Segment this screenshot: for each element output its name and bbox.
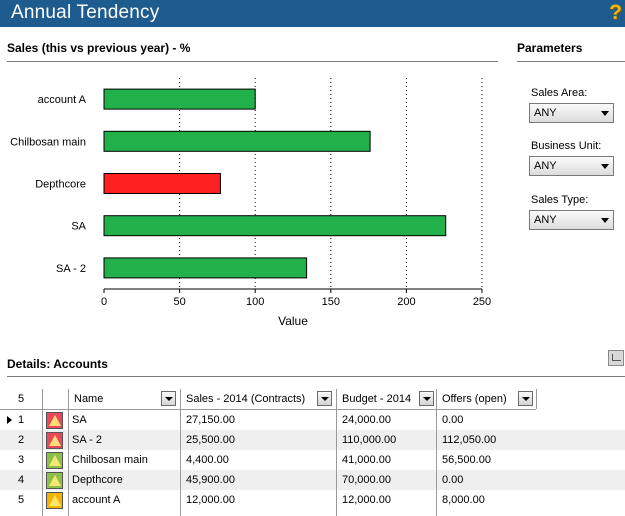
table-row[interactable]: 3 Chilbosan main 4,400.00 41,000.00 56,500.0… <box>0 450 625 470</box>
column-header-sales[interactable]: Sales - 2014 (Contracts) <box>186 393 306 405</box>
sales-area-select[interactable]: ANY <box>529 103 614 123</box>
cell-name[interactable]: SA <box>72 414 87 426</box>
bar <box>103 215 447 237</box>
x-tick-label: 0 <box>101 296 107 308</box>
category-label: Chilbosan main <box>10 136 86 148</box>
cell-budget[interactable]: 70,000.00 <box>342 474 391 486</box>
warning-green-icon <box>46 452 63 469</box>
column-header-budget[interactable]: Budget - 2014 <box>342 393 412 405</box>
column-divider <box>180 389 181 516</box>
warning-red-icon <box>46 412 63 429</box>
category-label: SA <box>71 221 86 233</box>
budget-filter-button[interactable] <box>419 391 434 406</box>
bar <box>103 88 256 110</box>
sales-bar-chart: account A Chilbosan main Depthcore SA SA - 2… <box>10 78 491 328</box>
offers-filter-button[interactable] <box>518 391 533 406</box>
cell-name[interactable]: Depthcore <box>72 474 123 486</box>
window-title: Annual Tendency <box>11 2 160 23</box>
column-divider <box>336 389 337 516</box>
chevron-down-icon <box>601 111 609 116</box>
row-number: 1 <box>18 414 25 426</box>
parameters-divider <box>517 61 625 62</box>
business-unit-select[interactable]: ANY <box>529 156 614 176</box>
cell-budget[interactable]: 41,000.00 <box>342 454 391 466</box>
cell-sales[interactable]: 27,150.00 <box>186 414 235 426</box>
chevron-down-icon <box>601 218 609 223</box>
bar <box>103 173 221 194</box>
table-row[interactable]: 4 Depthcore 45,900.00 70,000.00 0.00 <box>0 470 625 490</box>
chart-section-title: Sales (this vs previous year) - % <box>7 41 191 55</box>
warning-yellow-icon <box>46 492 63 509</box>
cell-budget[interactable]: 110,000.00 <box>342 434 397 446</box>
warning-red-icon <box>46 432 63 449</box>
cell-sales[interactable]: 4,400.00 <box>186 454 229 466</box>
cell-name[interactable]: Chilbosan main <box>72 454 148 466</box>
x-tick-label: 250 <box>473 296 491 308</box>
category-label: Depthcore <box>35 179 86 191</box>
details-title: Details: Accounts <box>7 357 108 371</box>
category-label: SA - 2 <box>56 263 86 275</box>
table-row[interactable]: 2 SA - 2 25,500.00 110,000.00 112,050.00 <box>0 430 625 450</box>
row-number: 5 <box>18 494 25 506</box>
sales-area-label: Sales Area: <box>531 87 588 99</box>
warning-green-icon <box>46 472 63 489</box>
column-divider <box>68 389 69 516</box>
details-divider <box>7 376 625 377</box>
column-divider <box>42 389 43 516</box>
grid-header-row: 5 Name Sales - 2014 (Contracts) Budget -… <box>0 389 625 409</box>
name-filter-button[interactable] <box>161 391 176 406</box>
column-header-offers[interactable]: Offers (open) <box>442 393 507 405</box>
sales-type-label: Sales Type: <box>531 194 589 206</box>
cell-offers[interactable]: 0.00 <box>442 474 464 486</box>
x-tick-label: 150 <box>322 296 340 308</box>
table-row[interactable]: 5 account A 12,000.00 12,000.00 8,000.00 <box>0 490 625 510</box>
bar <box>103 257 308 279</box>
export-icon[interactable] <box>608 350 624 366</box>
cell-name[interactable]: account A <box>72 494 121 506</box>
help-icon[interactable]: ? <box>609 1 622 24</box>
column-divider <box>436 389 437 516</box>
row-number: 2 <box>18 434 25 446</box>
x-tick-label: 200 <box>397 296 415 308</box>
cell-offers[interactable]: 112,050.00 <box>442 434 497 446</box>
row-number: 4 <box>18 474 25 486</box>
parameters-title: Parameters <box>517 41 583 55</box>
row-number: 3 <box>18 454 25 466</box>
cell-budget[interactable]: 24,000.00 <box>342 414 391 426</box>
cell-sales[interactable]: 45,900.00 <box>186 474 235 486</box>
x-tick-label: 100 <box>246 296 264 308</box>
cell-sales[interactable]: 12,000.00 <box>186 494 235 506</box>
column-divider <box>536 389 537 409</box>
current-row-pointer-icon <box>7 416 12 424</box>
table-row[interactable]: 1 SA 27,150.00 24,000.00 0.00 <box>0 410 625 430</box>
cell-offers[interactable]: 56,500.00 <box>442 454 491 466</box>
title-bar: Annual Tendency ? <box>0 0 625 27</box>
header-divider <box>0 409 536 410</box>
bar <box>103 130 371 152</box>
cell-sales[interactable]: 25,500.00 <box>186 434 235 446</box>
x-axis-label: Value <box>278 314 308 328</box>
sales-area-value: ANY <box>534 107 557 119</box>
business-unit-value: ANY <box>534 160 557 172</box>
sales-type-select[interactable]: ANY <box>529 210 614 230</box>
sales-type-value: ANY <box>534 214 557 226</box>
chevron-down-icon <box>601 164 609 169</box>
cell-budget[interactable]: 12,000.00 <box>342 494 391 506</box>
category-label: account A <box>38 94 87 106</box>
cell-offers[interactable]: 8,000.00 <box>442 494 485 506</box>
chart-section-divider <box>7 61 498 62</box>
row-count: 5 <box>18 393 25 405</box>
sales-filter-button[interactable] <box>317 391 332 406</box>
column-header-name[interactable]: Name <box>74 393 104 405</box>
business-unit-label: Business Unit: <box>531 140 602 152</box>
x-tick-label: 50 <box>173 296 185 308</box>
cell-name[interactable]: SA - 2 <box>72 434 102 446</box>
cell-offers[interactable]: 0.00 <box>442 414 464 426</box>
